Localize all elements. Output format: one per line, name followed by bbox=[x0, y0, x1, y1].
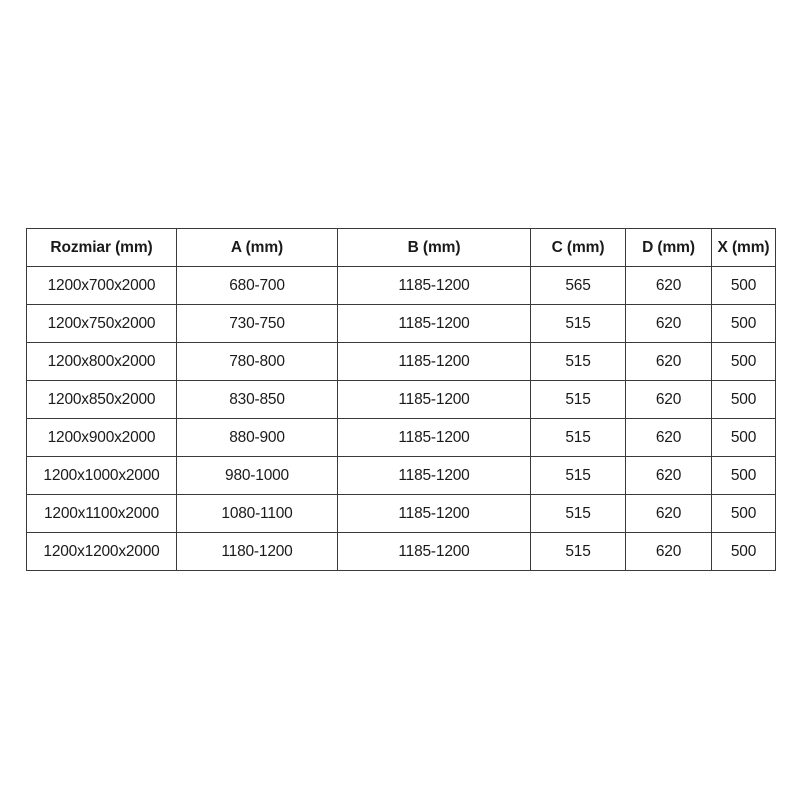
cell-b: 1185-1200 bbox=[337, 494, 531, 533]
cell-x: 500 bbox=[711, 304, 776, 343]
table-row: 1200x1000x2000 980-1000 1185-1200 515 620 500 bbox=[26, 456, 776, 495]
cell-rozmiar: 1200x800x2000 bbox=[26, 342, 177, 381]
column-header-x: X (mm) bbox=[711, 228, 776, 267]
cell-c: 565 bbox=[530, 266, 626, 305]
cell-c: 515 bbox=[530, 494, 626, 533]
cell-rozmiar: 1200x1200x2000 bbox=[26, 532, 177, 571]
cell-c: 515 bbox=[530, 418, 626, 457]
cell-a: 880-900 bbox=[176, 418, 338, 457]
table-row: 1200x850x2000 830-850 1185-1200 515 620 500 bbox=[26, 380, 776, 419]
cell-x: 500 bbox=[711, 342, 776, 381]
cell-c: 515 bbox=[530, 380, 626, 419]
cell-b: 1185-1200 bbox=[337, 342, 531, 381]
cell-rozmiar: 1200x850x2000 bbox=[26, 380, 177, 419]
cell-rozmiar: 1200x1000x2000 bbox=[26, 456, 177, 495]
cell-a: 1080-1100 bbox=[176, 494, 338, 533]
table-header: Rozmiar (mm) A (mm) B (mm) C (mm) D (mm)… bbox=[26, 228, 776, 267]
cell-d: 620 bbox=[625, 342, 712, 381]
cell-c: 515 bbox=[530, 456, 626, 495]
column-header-c: C (mm) bbox=[530, 228, 626, 267]
cell-d: 620 bbox=[625, 418, 712, 457]
table-row: 1200x700x2000 680-700 1185-1200 565 620 500 bbox=[26, 266, 776, 305]
column-header-a: A (mm) bbox=[176, 228, 338, 267]
cell-a: 680-700 bbox=[176, 266, 338, 305]
cell-b: 1185-1200 bbox=[337, 380, 531, 419]
table-row: 1200x1200x2000 1180-1200 1185-1200 515 620 50… bbox=[26, 532, 776, 571]
table-row: 1200x750x2000 730-750 1185-1200 515 620 500 bbox=[26, 304, 776, 343]
column-header-b: B (mm) bbox=[337, 228, 531, 267]
cell-b: 1185-1200 bbox=[337, 304, 531, 343]
cell-c: 515 bbox=[530, 532, 626, 571]
cell-x: 500 bbox=[711, 456, 776, 495]
table-row: 1200x800x2000 780-800 1185-1200 515 620 500 bbox=[26, 342, 776, 381]
column-header-rozmiar: Rozmiar (mm) bbox=[26, 228, 177, 267]
table-header-row: Rozmiar (mm) A (mm) B (mm) C (mm) D (mm)… bbox=[26, 228, 776, 267]
cell-b: 1185-1200 bbox=[337, 418, 531, 457]
column-header-d: D (mm) bbox=[625, 228, 712, 267]
cell-rozmiar: 1200x750x2000 bbox=[26, 304, 177, 343]
cell-b: 1185-1200 bbox=[337, 532, 531, 571]
cell-d: 620 bbox=[625, 380, 712, 419]
table-row: 1200x900x2000 880-900 1185-1200 515 620 500 bbox=[26, 418, 776, 457]
cell-c: 515 bbox=[530, 342, 626, 381]
table-body: 1200x700x2000 680-700 1185-1200 565 620 500 12… bbox=[26, 266, 776, 571]
cell-b: 1185-1200 bbox=[337, 266, 531, 305]
cell-x: 500 bbox=[711, 494, 776, 533]
cell-d: 620 bbox=[625, 456, 712, 495]
cell-d: 620 bbox=[625, 266, 712, 305]
cell-d: 620 bbox=[625, 304, 712, 343]
dimensions-table: Rozmiar (mm) A (mm) B (mm) C (mm) D (mm)… bbox=[26, 228, 776, 571]
table-row: 1200x1100x2000 1080-1100 1185-1200 515 620 50… bbox=[26, 494, 776, 533]
cell-x: 500 bbox=[711, 266, 776, 305]
cell-d: 620 bbox=[625, 494, 712, 533]
cell-x: 500 bbox=[711, 418, 776, 457]
cell-rozmiar: 1200x1100x2000 bbox=[26, 494, 177, 533]
cell-x: 500 bbox=[711, 380, 776, 419]
cell-a: 730-750 bbox=[176, 304, 338, 343]
cell-a: 1180-1200 bbox=[176, 532, 338, 571]
cell-rozmiar: 1200x700x2000 bbox=[26, 266, 177, 305]
cell-x: 500 bbox=[711, 532, 776, 571]
cell-d: 620 bbox=[625, 532, 712, 571]
cell-rozmiar: 1200x900x2000 bbox=[26, 418, 177, 457]
cell-a: 830-850 bbox=[176, 380, 338, 419]
cell-a: 780-800 bbox=[176, 342, 338, 381]
cell-b: 1185-1200 bbox=[337, 456, 531, 495]
cell-a: 980-1000 bbox=[176, 456, 338, 495]
cell-c: 515 bbox=[530, 304, 626, 343]
